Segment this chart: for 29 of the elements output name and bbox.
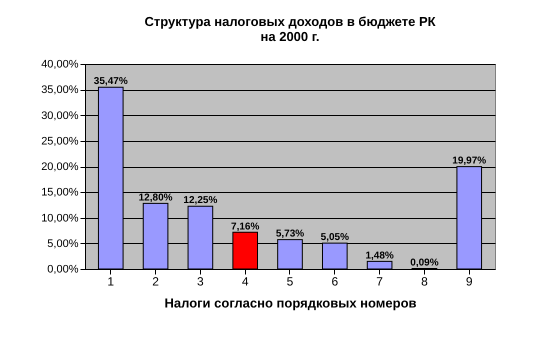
- data-label: 35,47%: [94, 76, 128, 88]
- y-tick-label: 15,00%: [41, 186, 79, 199]
- data-label: 5,73%: [276, 228, 304, 240]
- data-label: 1,48%: [365, 250, 394, 262]
- x-tick-label: 6: [331, 274, 338, 288]
- y-tick-label: 5,00%: [47, 238, 79, 250]
- x-tick-label: 5: [286, 274, 294, 288]
- x-tick-label: 9: [466, 274, 473, 288]
- y-tick-label: 0,00%: [47, 264, 79, 276]
- y-tick-label: 10,00%: [41, 212, 79, 224]
- y-tick-label: 20,00%: [41, 161, 79, 173]
- x-tick-label: 1: [107, 274, 114, 288]
- x-tick-label: 2: [152, 274, 160, 288]
- chart-title: Структура налоговых доходов в бюджете РК на 2000 г.: [144, 14, 436, 44]
- x-tick-label: 8: [421, 274, 428, 288]
- data-label: 12,80%: [138, 192, 173, 204]
- x-tick-label: 7: [376, 274, 384, 288]
- y-tick-label: 30,00%: [41, 110, 79, 122]
- data-label: 0,09%: [410, 258, 439, 269]
- x-axis-title: Налоги согласно порядковых номеров: [164, 296, 417, 310]
- x-tick-label: 4: [242, 274, 249, 288]
- data-label: 19,97%: [452, 156, 486, 167]
- x-tick-label: 3: [197, 274, 204, 288]
- data-label: 5,05%: [320, 232, 350, 244]
- y-tick-label: 35,00%: [41, 84, 79, 96]
- data-label: 12,25%: [183, 195, 218, 206]
- data-label: 7,16%: [231, 221, 260, 232]
- y-tick-label: 25,00%: [41, 135, 79, 148]
- y-tick-label: 40,00%: [41, 58, 79, 70]
